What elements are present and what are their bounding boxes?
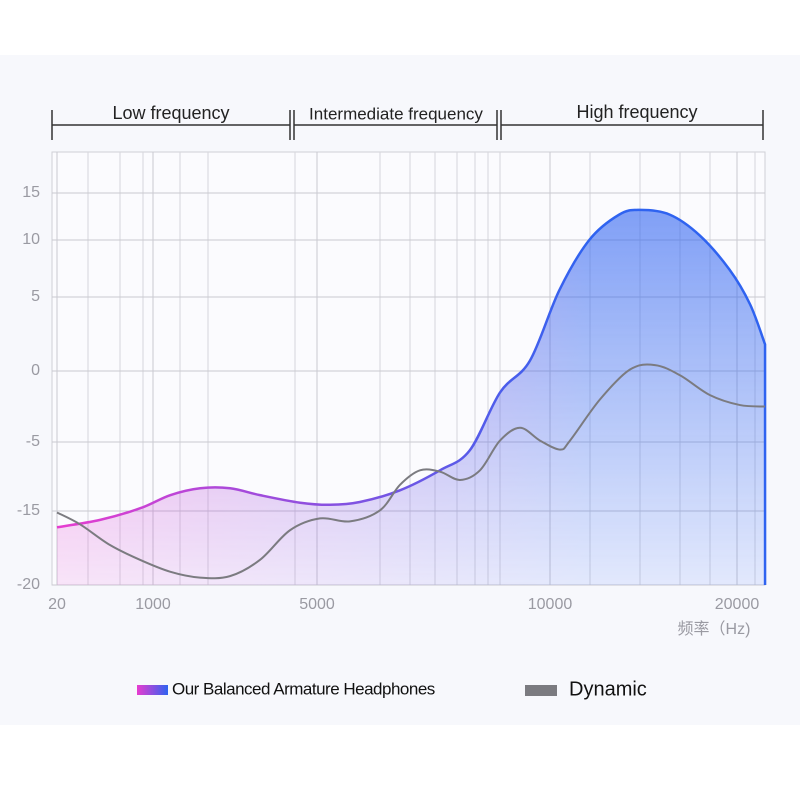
- y-tick-label: 10: [22, 231, 40, 248]
- legend-label: Dynamic: [569, 678, 647, 700]
- legend-swatch: [525, 685, 557, 696]
- y-tick-label: -20: [17, 576, 40, 593]
- x-tick-label: 20: [48, 596, 66, 613]
- band-label: Intermediate frequency: [309, 104, 483, 123]
- legend-swatch: [137, 685, 168, 695]
- bracket: [293, 110, 498, 140]
- y-tick-label: 5: [31, 288, 40, 305]
- legend-label: Our Balanced Armature Headphones: [172, 679, 435, 698]
- y-tick-label: -15: [17, 502, 40, 519]
- x-tick-label: 5000: [299, 596, 335, 613]
- legend: Our Balanced Armature Headphones Dynamic: [137, 678, 647, 700]
- bracket: [51, 110, 291, 140]
- series-line: [56, 363, 766, 580]
- y-tick-label: 0: [31, 362, 40, 379]
- band-label: High frequency: [576, 102, 697, 122]
- x-tick-label: 1000: [135, 596, 171, 613]
- band-label: Low frequency: [112, 103, 229, 123]
- bracket: [500, 110, 764, 140]
- y-tick-label: -5: [26, 433, 40, 450]
- x-axis-label: 频率（Hz): [678, 620, 751, 638]
- x-tick-label: 20000: [715, 596, 760, 613]
- series-area: [57, 209, 766, 585]
- band-brackets: Low frequency Intermediate frequency Hig…: [51, 102, 764, 140]
- series-line: [56, 208, 767, 585]
- y-tick-label: 15: [22, 184, 40, 201]
- x-tick-label: 10000: [528, 596, 573, 613]
